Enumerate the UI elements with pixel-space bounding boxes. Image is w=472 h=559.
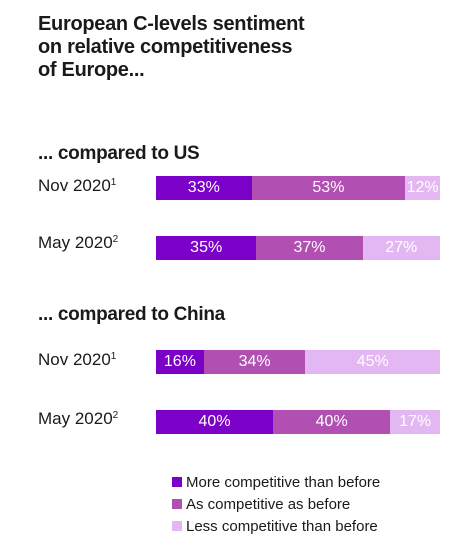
legend-swatch — [172, 499, 182, 509]
footnote-marker: 2 — [112, 410, 119, 421]
bar-segment-less-competitive: 27% — [362, 236, 440, 260]
row-label-text: May 2020 — [38, 409, 113, 428]
footnote-marker: 1 — [110, 351, 117, 362]
group-title-us: ... compared to US — [38, 143, 200, 164]
chart-title-line-2: on relative competitiveness — [38, 36, 293, 58]
stacked-bar-us-nov-2020: 33% 53% 12% — [156, 176, 440, 200]
row-label-us-may-2020: May 20202 — [38, 233, 118, 253]
data-label: 35% — [190, 239, 223, 256]
stacked-bar-china-nov-2020: 16% 34% 45% — [156, 350, 440, 374]
bar-segment-more-competitive: 16% — [156, 350, 204, 374]
stacked-bar-china-may-2020: 40% 40% 17% — [156, 410, 440, 434]
row-label-text: Nov 2020 — [38, 350, 111, 369]
legend-swatch — [172, 521, 182, 531]
bar-segment-more-competitive: 33% — [156, 176, 252, 200]
chart-title-line-1: European C-levels sentiment — [38, 13, 305, 35]
data-label: 17% — [399, 413, 432, 430]
bar-segment-as-competitive: 53% — [251, 176, 406, 200]
row-label-us-nov-2020: Nov 20201 — [38, 176, 116, 196]
legend-label: More competitive than before — [186, 473, 381, 491]
bar-segment-more-competitive: 40% — [156, 410, 274, 434]
row-label-text: May 2020 — [38, 233, 113, 252]
data-label: 37% — [293, 239, 326, 256]
bar-segment-less-competitive: 12% — [405, 176, 440, 200]
data-label: 16% — [163, 353, 196, 370]
legend-item-less-competitive: Less competitive than before — [172, 515, 380, 537]
data-label: 40% — [315, 413, 348, 430]
legend: More competitive than before As competit… — [172, 471, 380, 537]
legend-swatch — [172, 477, 182, 487]
legend-label: As competitive as before — [186, 495, 351, 513]
data-label: 40% — [198, 413, 231, 430]
data-label: 34% — [238, 353, 271, 370]
legend-item-more-competitive: More competitive than before — [172, 471, 380, 493]
footnote-marker: 1 — [110, 177, 117, 188]
bar-segment-less-competitive: 45% — [305, 350, 440, 374]
chart-title: European C-levels sentiment on relative … — [38, 13, 438, 82]
bar-segment-as-competitive: 34% — [203, 350, 306, 374]
row-label-china-may-2020: May 20202 — [38, 409, 118, 429]
data-label: 53% — [312, 179, 345, 196]
row-label-text: Nov 2020 — [38, 176, 111, 195]
footnote-marker: 2 — [112, 234, 119, 245]
group-title-china: ... compared to China — [38, 304, 225, 325]
row-label-china-nov-2020: Nov 20201 — [38, 350, 116, 370]
chart-title-line-3: of Europe... — [38, 59, 145, 81]
bar-segment-more-competitive: 35% — [156, 236, 257, 260]
data-label: 45% — [356, 353, 389, 370]
stacked-bar-us-may-2020: 35% 37% 27% — [156, 236, 440, 260]
legend-label: Less competitive than before — [186, 517, 378, 535]
data-label: 27% — [385, 239, 418, 256]
bar-segment-as-competitive: 37% — [256, 236, 363, 260]
data-label: 33% — [187, 179, 220, 196]
data-label: 12% — [406, 179, 439, 196]
bar-segment-less-competitive: 17% — [390, 410, 440, 434]
legend-item-as-competitive: As competitive as before — [172, 493, 380, 515]
bar-segment-as-competitive: 40% — [273, 410, 391, 434]
